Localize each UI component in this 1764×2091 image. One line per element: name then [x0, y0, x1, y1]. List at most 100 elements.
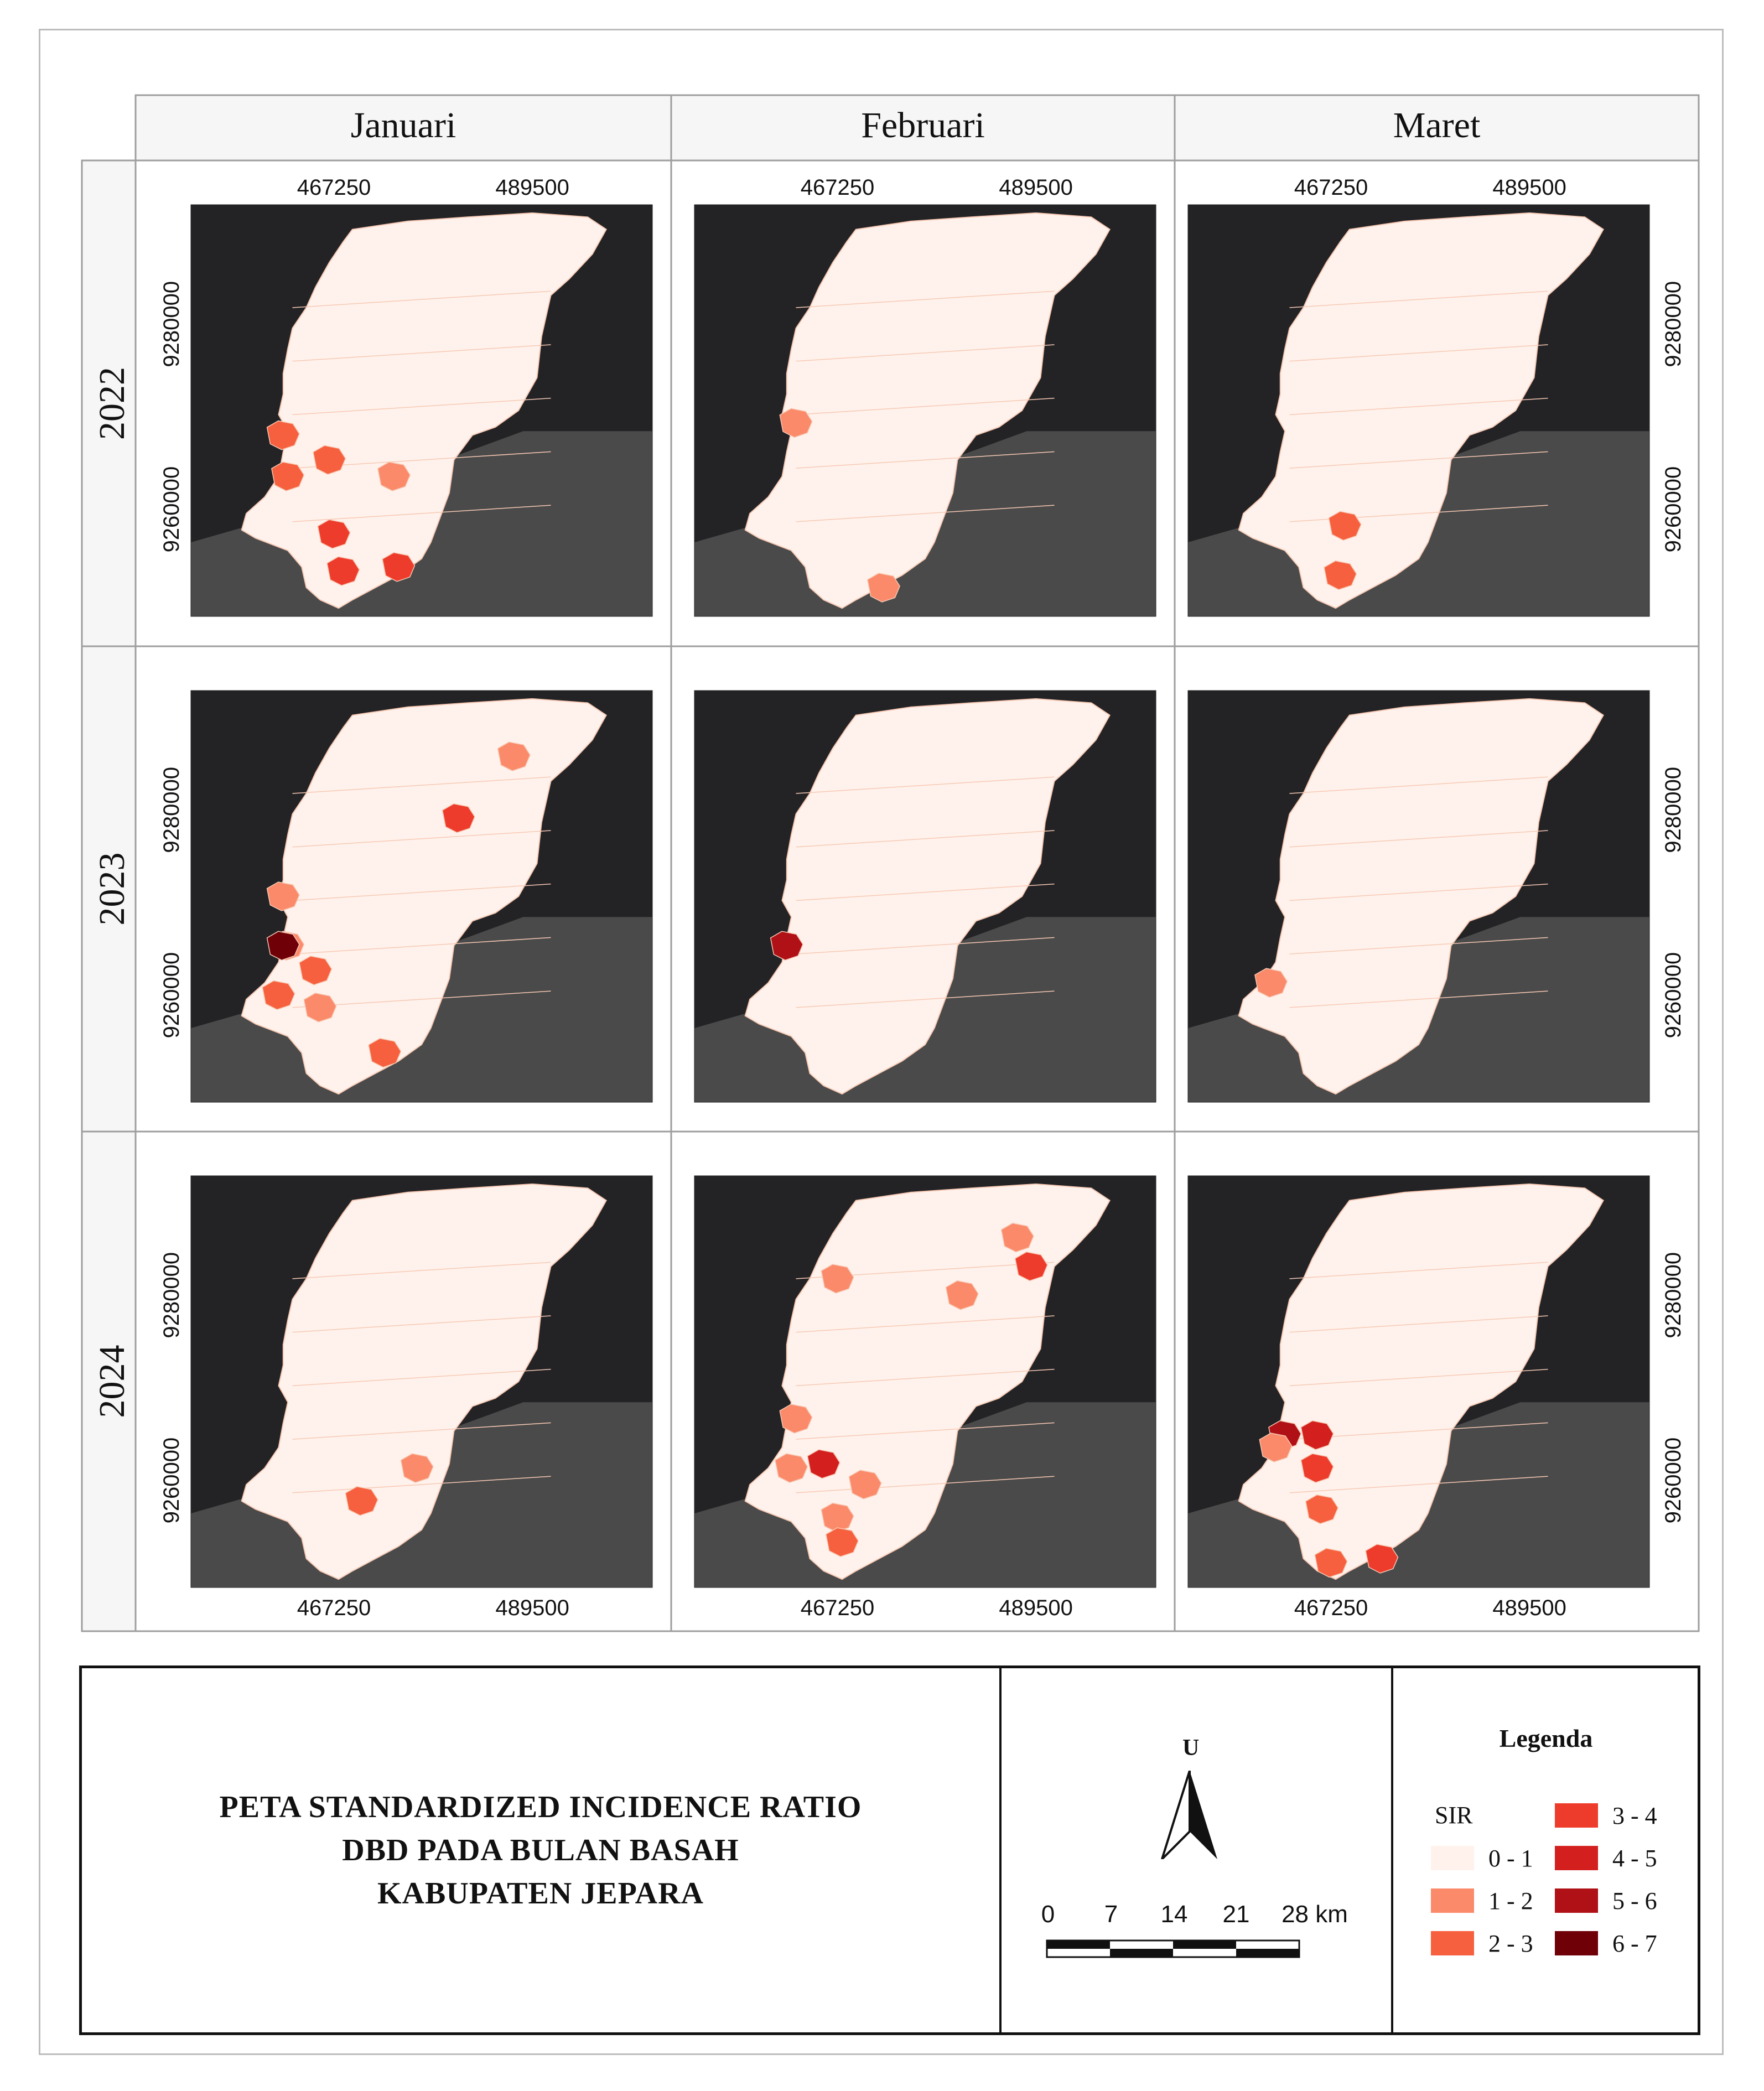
village-boundary: [1289, 290, 1548, 308]
scale-north-box: U 0 7 14 21 28 km: [1002, 1668, 1393, 2032]
sir-hotspot: [1259, 1433, 1293, 1462]
sir-hotspot: [775, 1453, 808, 1483]
sir-hotspot: [299, 956, 333, 985]
legend-item-1-2: 1 - 2: [1431, 1886, 1533, 1915]
sir-hotspot: [821, 1502, 854, 1533]
legend-swatch-2-3: [1431, 1931, 1474, 1955]
sir-hotspot: [779, 1404, 813, 1434]
easting-label: 489500: [1492, 1596, 1566, 1620]
sir-hotspot: [262, 980, 295, 1010]
northing-label: 9280000: [159, 1252, 184, 1338]
map-frame: [1187, 1175, 1650, 1588]
legend: Legenda SIR 0 - 1 1 - 2 2 - 3 3 - 4 4 - …: [1393, 1668, 1699, 2032]
legend-title: Legenda: [1499, 1724, 1593, 1752]
village-boundary: [1289, 344, 1548, 362]
village-boundary: [292, 1262, 551, 1279]
jepara-regency: [1238, 1183, 1604, 1580]
grid-labels: Januari Februari Maret 2022 2023 2024: [92, 105, 1480, 1418]
village-boundary: [1289, 776, 1548, 794]
easting-label: 467250: [801, 175, 874, 200]
legend-swatch-1-2: [1431, 1888, 1474, 1913]
legend-item-0-1: 0 - 1: [1431, 1844, 1533, 1872]
map-panel-2023-januari: 9280000 9260000: [159, 690, 653, 1103]
north-arrow-icon: [1161, 1771, 1217, 1859]
map-panel-2022-januari: 467250 489500 9280000 9260000: [159, 175, 653, 617]
village-boundary: [796, 290, 1055, 308]
northing-label: 9280000: [1661, 281, 1685, 367]
sir-hotspot: [945, 1280, 979, 1310]
sir-hotspot: [377, 461, 411, 491]
sir-hotspot: [1324, 560, 1357, 590]
north-label: U: [1182, 1735, 1200, 1761]
village-boundary: [1289, 1315, 1548, 1333]
map-frame: [190, 1175, 653, 1588]
map-panel-2024-maret: 467250 489500 9280000 9260000: [1187, 1175, 1685, 1620]
village-boundary: [796, 505, 1055, 522]
village-boundary: [1289, 397, 1548, 416]
sir-hotspot: [266, 420, 300, 450]
legend-swatch-6-7: [1555, 1931, 1598, 1955]
jepara-regency: [241, 698, 607, 1095]
sir-hotspot: [326, 556, 360, 587]
sir-hotspot: [382, 552, 416, 582]
map-panel-2023-maret: 9280000 9260000: [1187, 690, 1685, 1103]
legend-label-2-3: 2 - 3: [1488, 1929, 1533, 1957]
scalebar-tick-0: 0: [1041, 1901, 1055, 1928]
easting-label: 467250: [801, 1596, 874, 1620]
sir-hotspot: [825, 1527, 859, 1558]
sir-hotspot: [1314, 1548, 1348, 1578]
scalebar-tick-14: 14: [1160, 1901, 1188, 1928]
sir-hotspot: [770, 931, 803, 961]
easting-label: 467250: [1294, 1596, 1368, 1620]
easting-label: 489500: [495, 175, 569, 200]
sir-hotspot: [821, 1264, 854, 1294]
northing-label: 9280000: [1661, 767, 1685, 853]
legend-item-5-6: 5 - 6: [1555, 1886, 1657, 1915]
grid-frame: [81, 94, 1700, 1632]
scalebar-tick-28: 28 km: [1282, 1901, 1348, 1928]
village-boundary: [1289, 937, 1548, 954]
legend-label-0-1: 0 - 1: [1488, 1844, 1533, 1872]
legend-label-5-6: 5 - 6: [1612, 1887, 1657, 1914]
sir-hotspot: [317, 519, 351, 549]
month-label-februari: Februari: [861, 105, 985, 146]
easting-label: 467250: [297, 175, 371, 200]
year-label-2024: 2024: [92, 1345, 132, 1418]
year-label-2023: 2023: [92, 853, 132, 926]
sir-hotspot: [848, 1470, 882, 1499]
legend-label-1-2: 1 - 2: [1488, 1887, 1533, 1914]
scale-bar: [1046, 1939, 1300, 1958]
village-boundary: [1289, 1262, 1548, 1279]
village-boundary: [1289, 451, 1548, 469]
village-boundary: [796, 451, 1055, 469]
sir-hotspot: [1300, 1420, 1334, 1450]
village-boundary: [796, 344, 1055, 362]
month-label-maret: Maret: [1393, 105, 1481, 146]
village-boundary: [796, 1368, 1055, 1387]
northing-label: 9260000: [1661, 466, 1685, 553]
year-label-2022: 2022: [92, 367, 132, 440]
map-frame: [694, 690, 1156, 1103]
jepara-regency: [241, 1183, 607, 1580]
northing-label: 9260000: [1661, 1438, 1685, 1524]
map-panel-2022-februari: 467250 489500: [694, 175, 1156, 617]
village-boundary: [292, 344, 551, 362]
sir-hotspot: [867, 573, 900, 603]
legend-item-4-5: 4 - 5: [1555, 1844, 1657, 1872]
map-frame: [190, 690, 653, 1103]
easting-label: 489500: [999, 175, 1072, 200]
village-boundary: [1289, 883, 1548, 901]
easting-label: 489500: [999, 1596, 1072, 1620]
map-title-line-2: DBD PADA BULAN BASAH: [342, 1833, 739, 1867]
northing-label: 9260000: [159, 952, 184, 1039]
easting-label: 467250: [1294, 175, 1368, 200]
jepara-regency: [241, 212, 607, 609]
legend-item-2-3: 2 - 3: [1431, 1929, 1533, 1958]
northing-label: 9280000: [1661, 1252, 1685, 1338]
sir-hotspot: [807, 1449, 841, 1479]
legend-field: SIR: [1435, 1802, 1473, 1829]
jepara-regency: [744, 698, 1111, 1095]
village-boundary: [796, 990, 1055, 1008]
